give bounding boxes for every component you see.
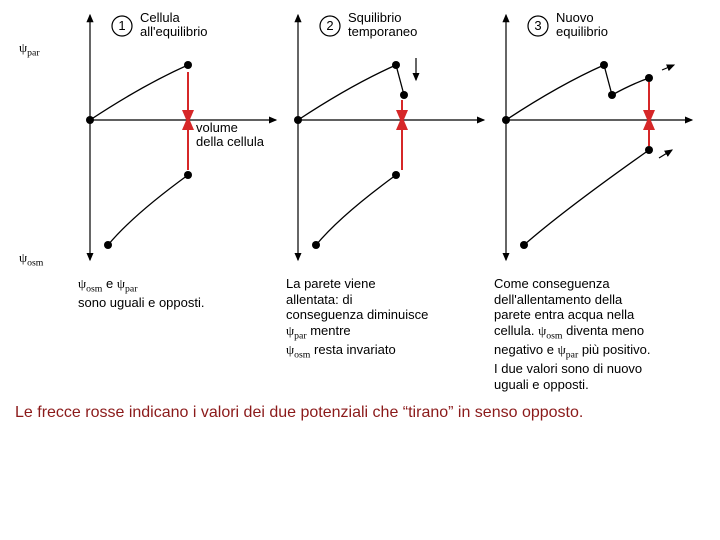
svg-text:temporaneo: temporaneo [348, 24, 417, 39]
svg-text:3: 3 [534, 18, 541, 33]
svg-text:Cellula: Cellula [140, 10, 181, 25]
panel-3: 3 Nuovoequilibrio [494, 10, 694, 270]
panel-1: 1 Cellulaall'equilibrio volumedella cellul… [78, 10, 278, 270]
svg-text:1: 1 [118, 18, 125, 33]
panel-caption-3: Come conseguenzadell'allentamento dellap… [494, 276, 694, 393]
panel-caption-2: La parete vieneallentata: diconseguenza … [286, 276, 486, 393]
caption-row: ψosm e ψparsono uguali e opposti.La pare… [15, 276, 705, 393]
svg-text:equilibrio: equilibrio [556, 24, 608, 39]
svg-text:della cellula: della cellula [196, 134, 265, 149]
bottom-note: Le frecce rosse indicano i valori dei du… [15, 403, 705, 423]
svg-text:Nuovo: Nuovo [556, 10, 594, 25]
svg-text:Squilibrio: Squilibrio [348, 10, 401, 25]
y-axis-labels: ψpar ψosm [15, 10, 70, 270]
panel-caption-1: ψosm e ψparsono uguali e opposti. [78, 276, 278, 393]
panels-row: ψpar ψosm 1 Cellulaall'equilibrio volumede… [15, 10, 705, 270]
panel-2: 2 Squilibriotemporaneo [286, 10, 486, 270]
panel-container: 1 Cellulaall'equilibrio volumedella cellul… [78, 10, 694, 270]
psi-par-label: ψpar [19, 40, 40, 59]
svg-text:volume: volume [196, 120, 238, 135]
svg-text:2: 2 [326, 18, 333, 33]
svg-text:all'equilibrio: all'equilibrio [140, 24, 208, 39]
psi-osm-label: ψosm [19, 250, 43, 269]
